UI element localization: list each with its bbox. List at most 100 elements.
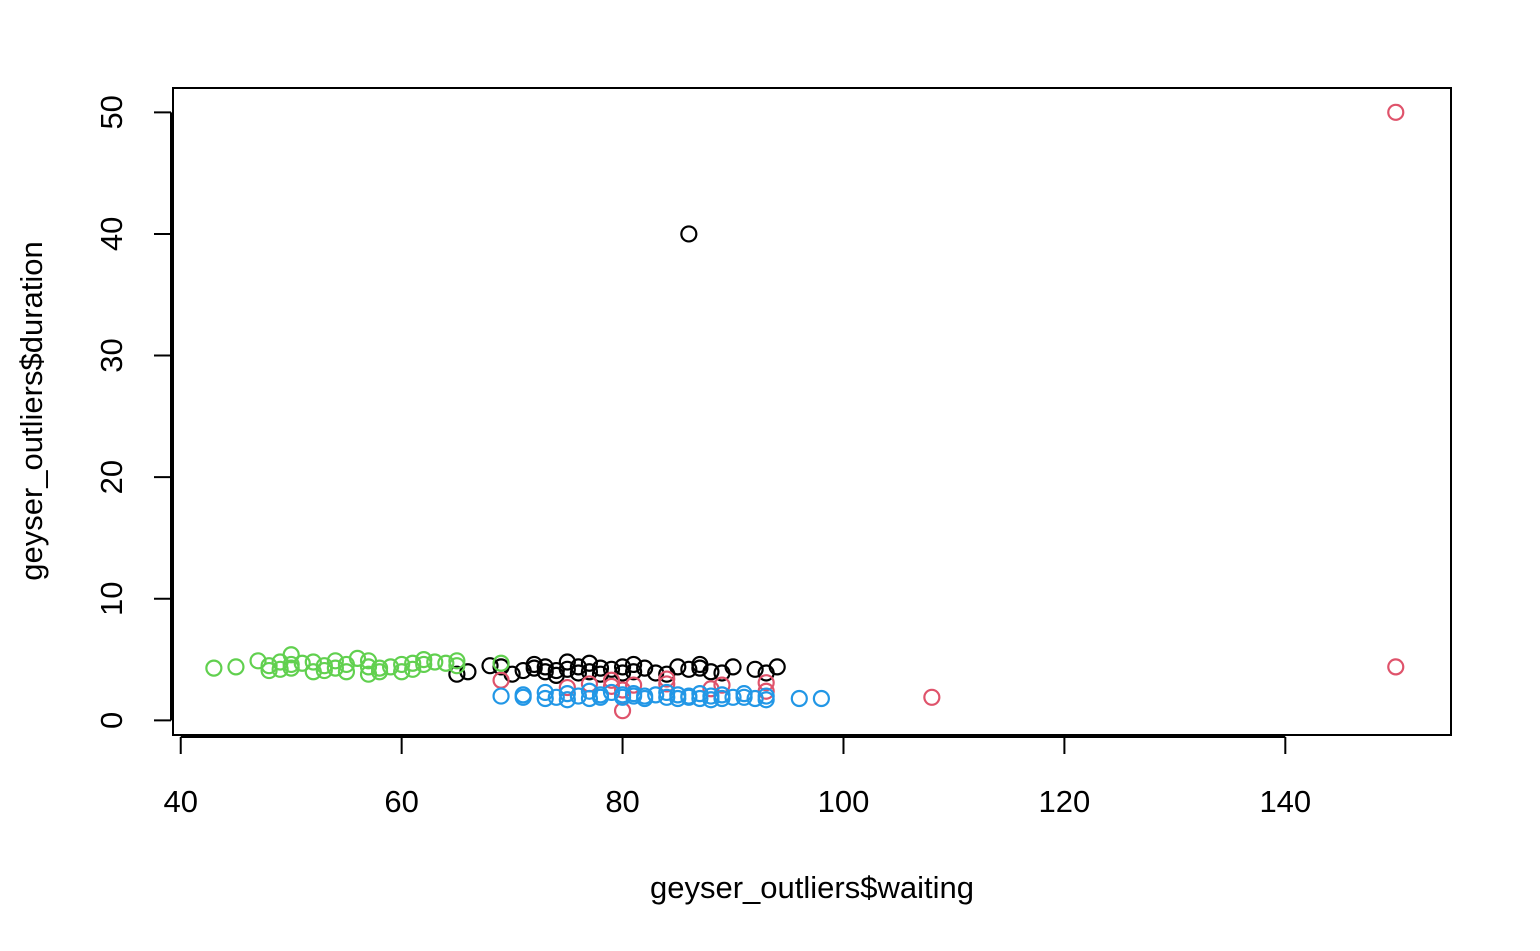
data-point	[746, 689, 764, 708]
data-point	[536, 663, 554, 681]
y-tick-label: 40	[94, 217, 129, 251]
data-point	[702, 691, 720, 709]
data-point	[812, 689, 830, 708]
y-tick-label: 30	[94, 338, 129, 372]
data-point	[1387, 658, 1405, 676]
data-point	[923, 688, 941, 706]
data-point	[282, 646, 300, 664]
data-point	[602, 683, 621, 702]
data-point	[746, 660, 764, 678]
data-point	[315, 657, 333, 675]
x-tick-label: 140	[1259, 784, 1311, 819]
data-point	[680, 687, 698, 705]
data-point	[426, 653, 444, 671]
data-point	[757, 674, 775, 692]
data-point	[724, 658, 742, 676]
data-point	[569, 658, 587, 676]
y-tick-label: 0	[94, 712, 129, 729]
x-tick-label: 80	[605, 784, 639, 819]
data-point	[448, 657, 466, 675]
data-point	[647, 686, 665, 704]
data-point	[713, 676, 731, 694]
data-point	[625, 663, 643, 681]
data-point	[602, 660, 621, 678]
data-point	[591, 688, 610, 706]
data-point	[227, 658, 245, 676]
data-point	[481, 657, 499, 675]
data-point	[260, 657, 278, 675]
data-point	[625, 685, 643, 703]
data-point	[602, 671, 621, 689]
data-point	[636, 687, 654, 705]
data-point	[393, 655, 411, 674]
data-point	[558, 678, 576, 697]
x-tick-label: 40	[163, 784, 197, 819]
x-axis: 40 60 80 100 120 140	[163, 736, 1311, 819]
data-point	[558, 653, 576, 671]
data-point	[569, 664, 587, 682]
data-point	[768, 658, 786, 676]
data-point	[415, 655, 433, 674]
data-point	[326, 659, 344, 677]
y-axis: 0 10 20 30 40 50	[94, 95, 172, 729]
data-point	[404, 660, 422, 678]
data-point	[326, 652, 344, 670]
data-point	[492, 654, 510, 672]
data-point	[580, 689, 599, 708]
data-points	[205, 103, 1405, 720]
data-point	[404, 654, 422, 672]
data-point	[536, 689, 554, 708]
data-point	[580, 663, 599, 681]
data-point	[536, 658, 554, 676]
data-point	[735, 688, 753, 706]
data-point	[437, 654, 455, 672]
data-point	[348, 649, 367, 667]
y-tick-label: 20	[94, 460, 129, 494]
data-point	[658, 670, 676, 688]
data-point	[293, 654, 311, 672]
y-tick-label: 10	[94, 582, 129, 616]
data-point	[680, 660, 698, 678]
x-tick-label: 100	[818, 784, 870, 819]
data-point	[304, 653, 322, 671]
data-point	[558, 685, 576, 703]
data-point	[558, 691, 576, 709]
x-axis-title: geyser_outliers$waiting	[650, 870, 974, 905]
data-point	[691, 689, 709, 708]
data-point	[448, 665, 466, 683]
data-point	[393, 663, 411, 681]
data-point	[492, 687, 510, 705]
data-point	[580, 654, 599, 672]
data-point	[547, 661, 565, 680]
data-point	[602, 677, 621, 695]
data-point	[249, 652, 267, 670]
data-point	[415, 650, 433, 669]
x-tick-label: 60	[384, 784, 418, 819]
data-point	[669, 686, 687, 704]
data-point	[536, 683, 554, 702]
data-point	[271, 660, 289, 678]
data-point	[315, 661, 333, 680]
data-point	[680, 225, 698, 243]
y-axis-title: geyser_outliers$duration	[14, 241, 49, 581]
data-point	[757, 691, 775, 709]
data-point	[669, 658, 687, 676]
data-point	[613, 658, 632, 676]
data-point	[625, 676, 643, 694]
data-point	[625, 655, 643, 674]
plot-frame	[172, 87, 1452, 736]
data-point	[636, 659, 654, 677]
data-point	[790, 689, 808, 708]
data-point	[382, 658, 400, 676]
x-tick-label: 120	[1039, 784, 1091, 819]
data-point	[591, 659, 610, 677]
data-point	[514, 688, 532, 706]
data-point	[448, 652, 466, 670]
data-point	[702, 663, 720, 681]
data-point	[724, 688, 742, 706]
y-tick-label: 50	[94, 95, 129, 129]
data-point	[370, 663, 389, 681]
data-point	[547, 688, 565, 706]
data-point	[713, 689, 731, 708]
